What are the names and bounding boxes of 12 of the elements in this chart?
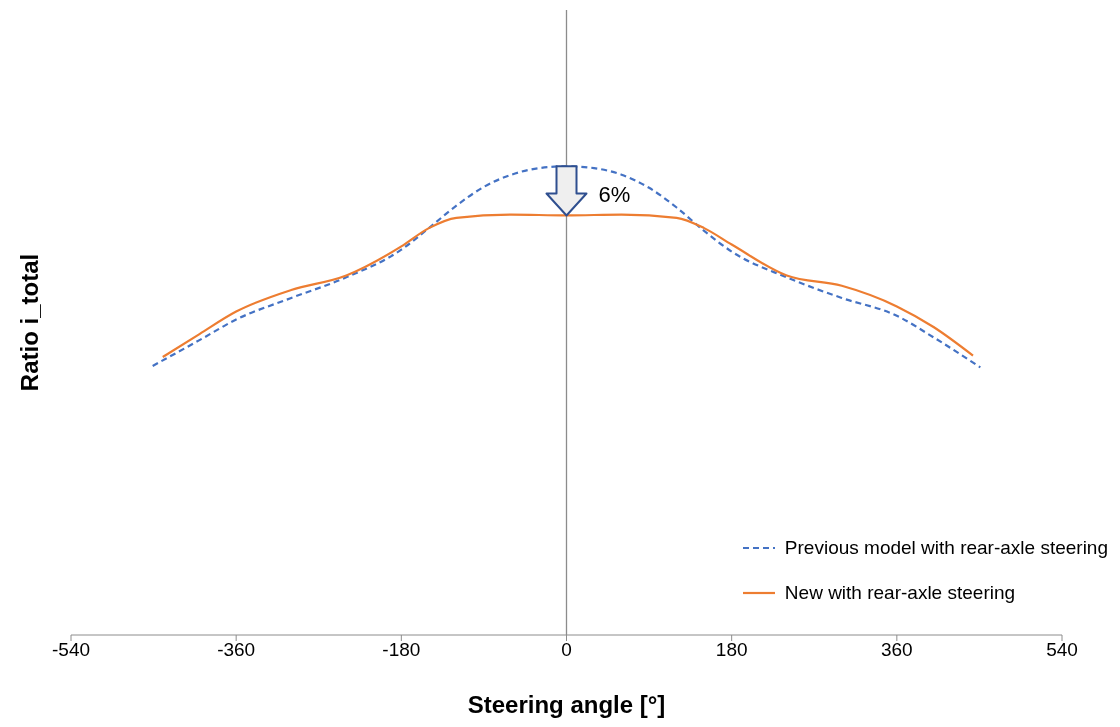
y-axis-title: Ratio i_total: [16, 253, 43, 392]
x-tick-label: -180: [382, 639, 421, 661]
legend-label: Previous model with rear-axle steering: [784, 536, 1108, 559]
x-tick-label: 540: [1046, 639, 1078, 661]
annotation: 6%: [598, 182, 631, 208]
x-tick-label: 180: [715, 639, 748, 661]
x-tick-label: -360: [217, 639, 256, 661]
x-tick-label: 0: [561, 639, 572, 661]
legend-label: New with rear-axle steering: [784, 581, 1016, 604]
x-axis-title: Steering angle [°]: [467, 691, 666, 718]
x-tick-label: 360: [880, 639, 913, 661]
x-tick-label: -540: [51, 639, 91, 661]
